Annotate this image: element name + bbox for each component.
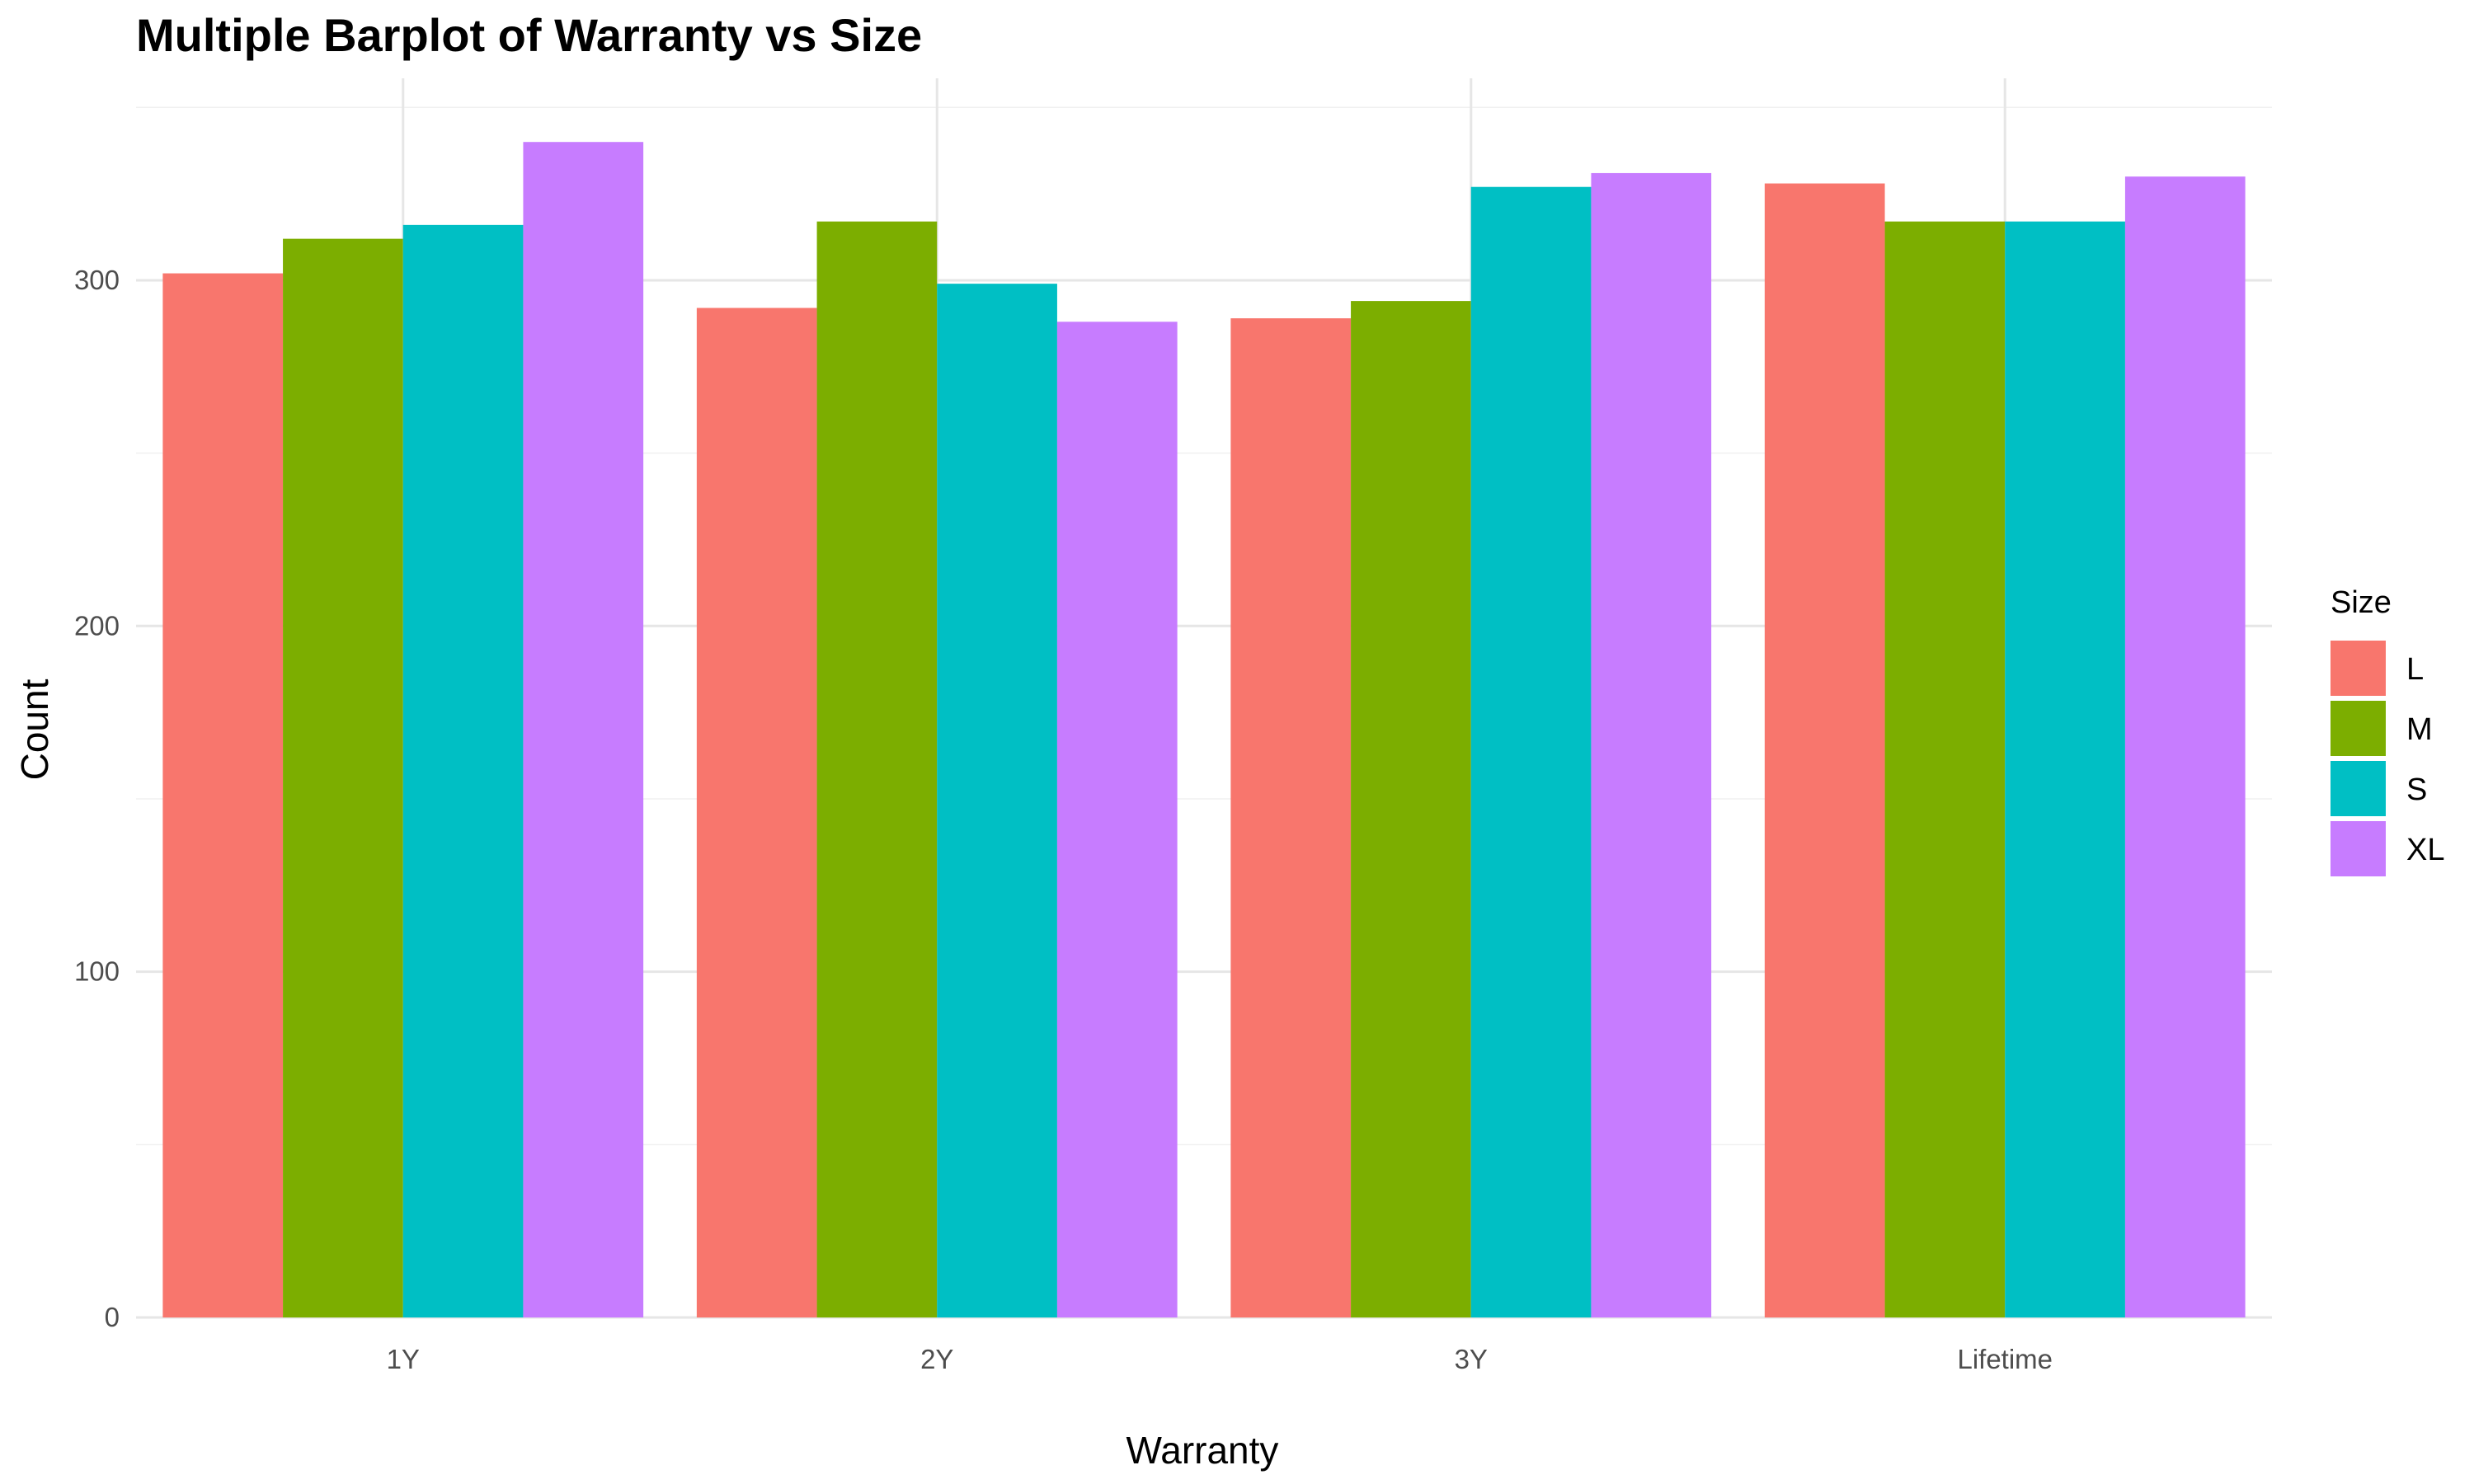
bar: [1056, 322, 1178, 1318]
bar: [1884, 221, 2006, 1317]
bar: [2005, 221, 2125, 1317]
bar: [937, 284, 1057, 1317]
y-tick-label: 100: [74, 956, 120, 987]
legend-label: L: [2406, 652, 2424, 687]
bar: [283, 238, 403, 1318]
legend-label: XL: [2406, 833, 2444, 867]
bar: [2124, 176, 2246, 1317]
bars: [162, 142, 2246, 1318]
legend-key: [2331, 701, 2386, 756]
y-axis-ticks: 0 100 200 300: [74, 265, 120, 1332]
x-axis-ticks: 1Y 2Y 3Y Lifetime: [387, 1344, 2053, 1374]
y-tick-label: 0: [105, 1302, 120, 1332]
bar: [696, 308, 817, 1317]
y-axis-title: Count: [13, 679, 56, 780]
chart-title: Multiple Barplot of Warranty vs Size: [136, 9, 922, 61]
bar: [1764, 183, 1885, 1318]
legend-title: Size: [2331, 585, 2392, 620]
x-axis-title: Warranty: [1126, 1429, 1279, 1472]
bar: [1591, 172, 1712, 1317]
bar: [523, 142, 644, 1318]
y-tick-label: 300: [74, 265, 120, 295]
legend-key: [2331, 821, 2386, 876]
bar: [1470, 186, 1592, 1318]
bar: [816, 221, 938, 1317]
x-tick-label: 1Y: [387, 1344, 420, 1374]
x-tick-label: 3Y: [1455, 1344, 1488, 1374]
legend-key: [2331, 641, 2386, 696]
bar: [402, 224, 524, 1317]
legend-label: M: [2406, 712, 2433, 747]
legend-key: [2331, 761, 2386, 816]
bar: [162, 273, 284, 1317]
x-tick-label: 2Y: [920, 1344, 953, 1374]
bar: [1351, 301, 1471, 1318]
x-tick-label: Lifetime: [1957, 1344, 2053, 1374]
bar: [1230, 318, 1352, 1317]
legend: Size LMS XL: [2331, 585, 2444, 876]
legend-label: S: [2406, 773, 2427, 807]
y-tick-label: 200: [74, 610, 120, 641]
